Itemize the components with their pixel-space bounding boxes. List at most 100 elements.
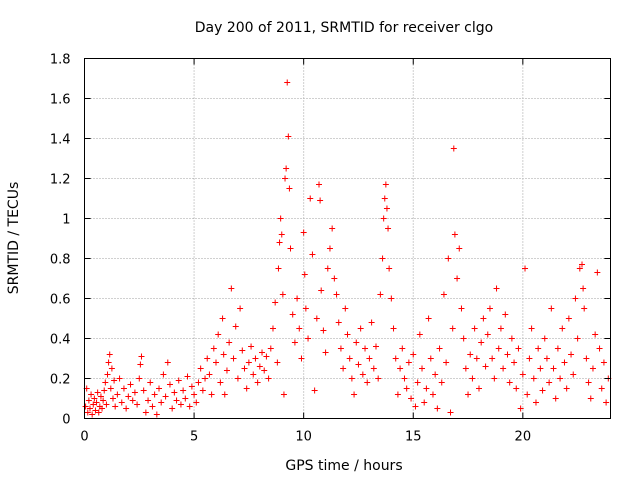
data-point	[382, 181, 389, 188]
data-point	[250, 371, 257, 378]
data-point	[449, 325, 456, 332]
data-point	[285, 133, 292, 140]
data-point	[357, 325, 364, 332]
data-point	[300, 229, 307, 236]
data-point	[506, 379, 513, 386]
data-point	[493, 285, 500, 292]
data-point	[94, 389, 101, 396]
y-tick-label: 0.6	[50, 293, 71, 308]
data-point	[570, 371, 577, 378]
data-point	[175, 377, 182, 384]
data-point	[302, 305, 309, 312]
data-point	[186, 403, 193, 410]
data-point	[403, 385, 410, 392]
data-point	[92, 407, 99, 414]
x-tick-label: 5	[190, 430, 198, 445]
data-point	[412, 403, 419, 410]
data-point	[351, 391, 358, 398]
data-point	[443, 359, 450, 366]
data-point	[390, 325, 397, 332]
data-point	[267, 345, 274, 352]
data-point	[480, 315, 487, 322]
data-point	[438, 379, 445, 386]
data-point	[491, 375, 498, 382]
data-point	[397, 365, 404, 372]
data-point	[535, 345, 542, 352]
data-point	[276, 239, 283, 246]
data-point	[462, 365, 469, 372]
data-point	[226, 339, 233, 346]
data-point	[256, 363, 263, 370]
data-point	[320, 327, 327, 334]
data-point	[355, 361, 362, 368]
data-point	[280, 391, 287, 398]
data-point	[440, 291, 447, 298]
data-point	[515, 345, 522, 352]
data-point	[322, 349, 329, 356]
data-point	[102, 379, 109, 386]
data-point	[294, 295, 301, 302]
data-point	[204, 355, 211, 362]
data-point	[283, 165, 290, 172]
data-point	[377, 291, 384, 298]
data-point	[84, 409, 91, 416]
data-point	[410, 351, 417, 358]
data-point	[241, 365, 248, 372]
data-point	[177, 401, 184, 408]
data-point	[277, 215, 284, 222]
data-point	[583, 355, 590, 362]
data-point	[101, 387, 108, 394]
data-point	[199, 387, 206, 394]
data-point	[208, 391, 215, 398]
data-point	[282, 175, 289, 182]
data-point	[386, 265, 393, 272]
data-point	[576, 265, 583, 272]
data-point	[517, 405, 524, 412]
data-point	[287, 245, 294, 252]
data-point	[263, 353, 270, 360]
data-point	[425, 315, 432, 322]
data-point	[401, 375, 408, 382]
data-point	[197, 365, 204, 372]
data-point	[105, 359, 112, 366]
data-point	[213, 359, 219, 366]
data-point	[210, 345, 217, 352]
data-point	[508, 335, 515, 342]
data-point	[394, 391, 401, 398]
data-point	[289, 311, 296, 318]
data-point	[245, 359, 252, 366]
data-point	[445, 255, 452, 262]
data-point	[111, 377, 118, 384]
x-axis-label: GPS time / hours	[285, 458, 402, 474]
data-point	[305, 335, 312, 342]
data-point	[279, 291, 286, 298]
data-point	[298, 355, 305, 362]
data-point	[460, 335, 467, 342]
data-point	[594, 269, 601, 276]
data-point	[223, 367, 230, 374]
data-point	[156, 385, 163, 392]
data-point	[348, 375, 355, 382]
data-point	[232, 323, 239, 330]
data-point	[137, 361, 144, 368]
data-point	[160, 371, 167, 378]
data-point	[215, 331, 222, 338]
data-point	[103, 401, 110, 408]
data-point	[528, 325, 535, 332]
data-point	[581, 305, 588, 312]
data-point	[366, 355, 373, 362]
data-point	[116, 375, 123, 382]
data-point	[317, 197, 324, 204]
data-point	[158, 399, 165, 406]
data-point	[368, 319, 375, 326]
plot-frame	[84, 58, 611, 419]
data-point	[465, 391, 472, 398]
data-point	[550, 365, 557, 372]
data-point	[140, 387, 147, 394]
data-point	[337, 345, 344, 352]
data-point	[127, 381, 134, 388]
data-point	[265, 375, 272, 382]
y-tick-label: 0.2	[50, 373, 71, 388]
data-point	[434, 405, 441, 412]
